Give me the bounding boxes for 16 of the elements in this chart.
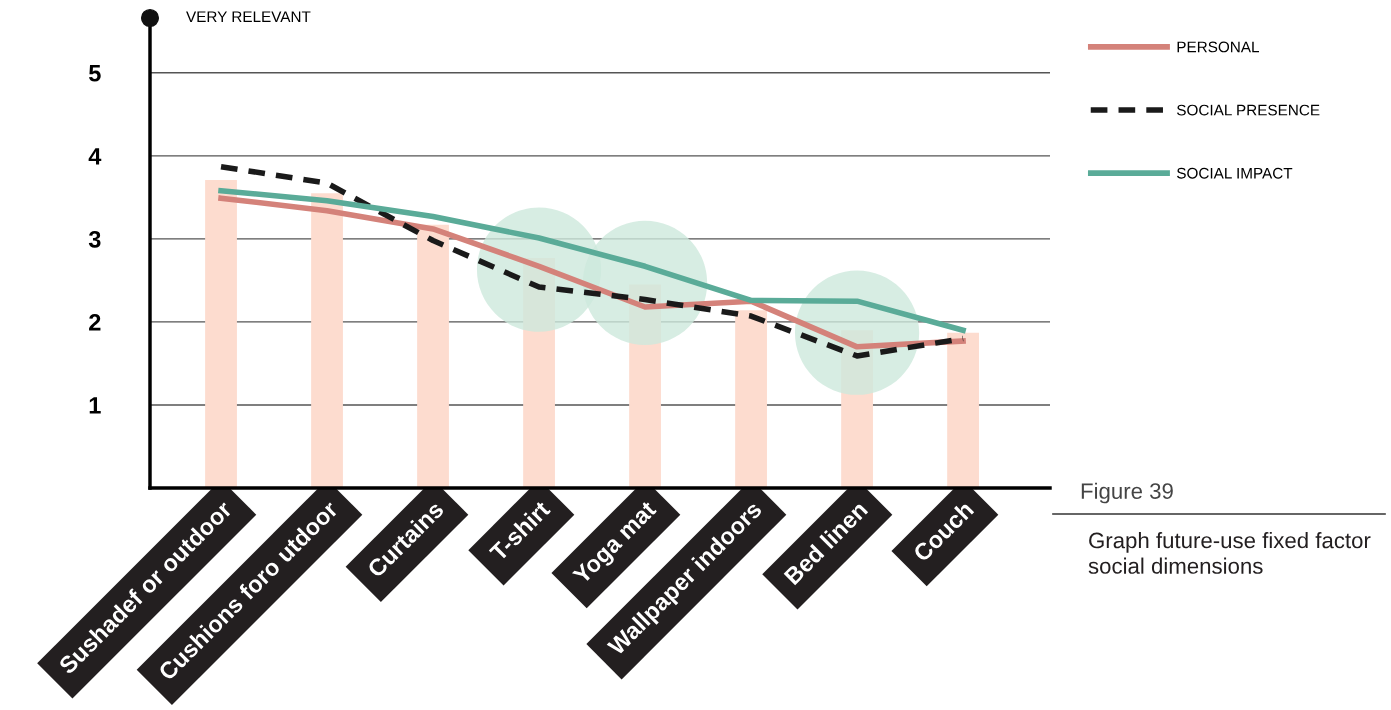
legend-label: PERSONAL (1177, 41, 1260, 53)
bar (417, 224, 449, 488)
annotation: VERY RELEVANT (186, 11, 311, 22)
caption: Figure 39 (1081, 482, 1173, 504)
bar (947, 332, 979, 488)
legend-label: SOCIAL IMPACT (1177, 167, 1293, 179)
text: Graph future-use fixed factor social dimensions (1088, 532, 1371, 574)
y-tick-label: 5 (88, 65, 101, 82)
bar (311, 193, 343, 488)
bar (205, 179, 237, 488)
legend-label: SOCIAL PRESENCE (1177, 104, 1320, 116)
y-tick-label: 3 (88, 230, 101, 248)
y-tick-label: 2 (89, 313, 101, 331)
bar (735, 310, 767, 488)
y-tick-label: 4 (88, 148, 102, 165)
y-tick-label: 1 (89, 397, 101, 414)
